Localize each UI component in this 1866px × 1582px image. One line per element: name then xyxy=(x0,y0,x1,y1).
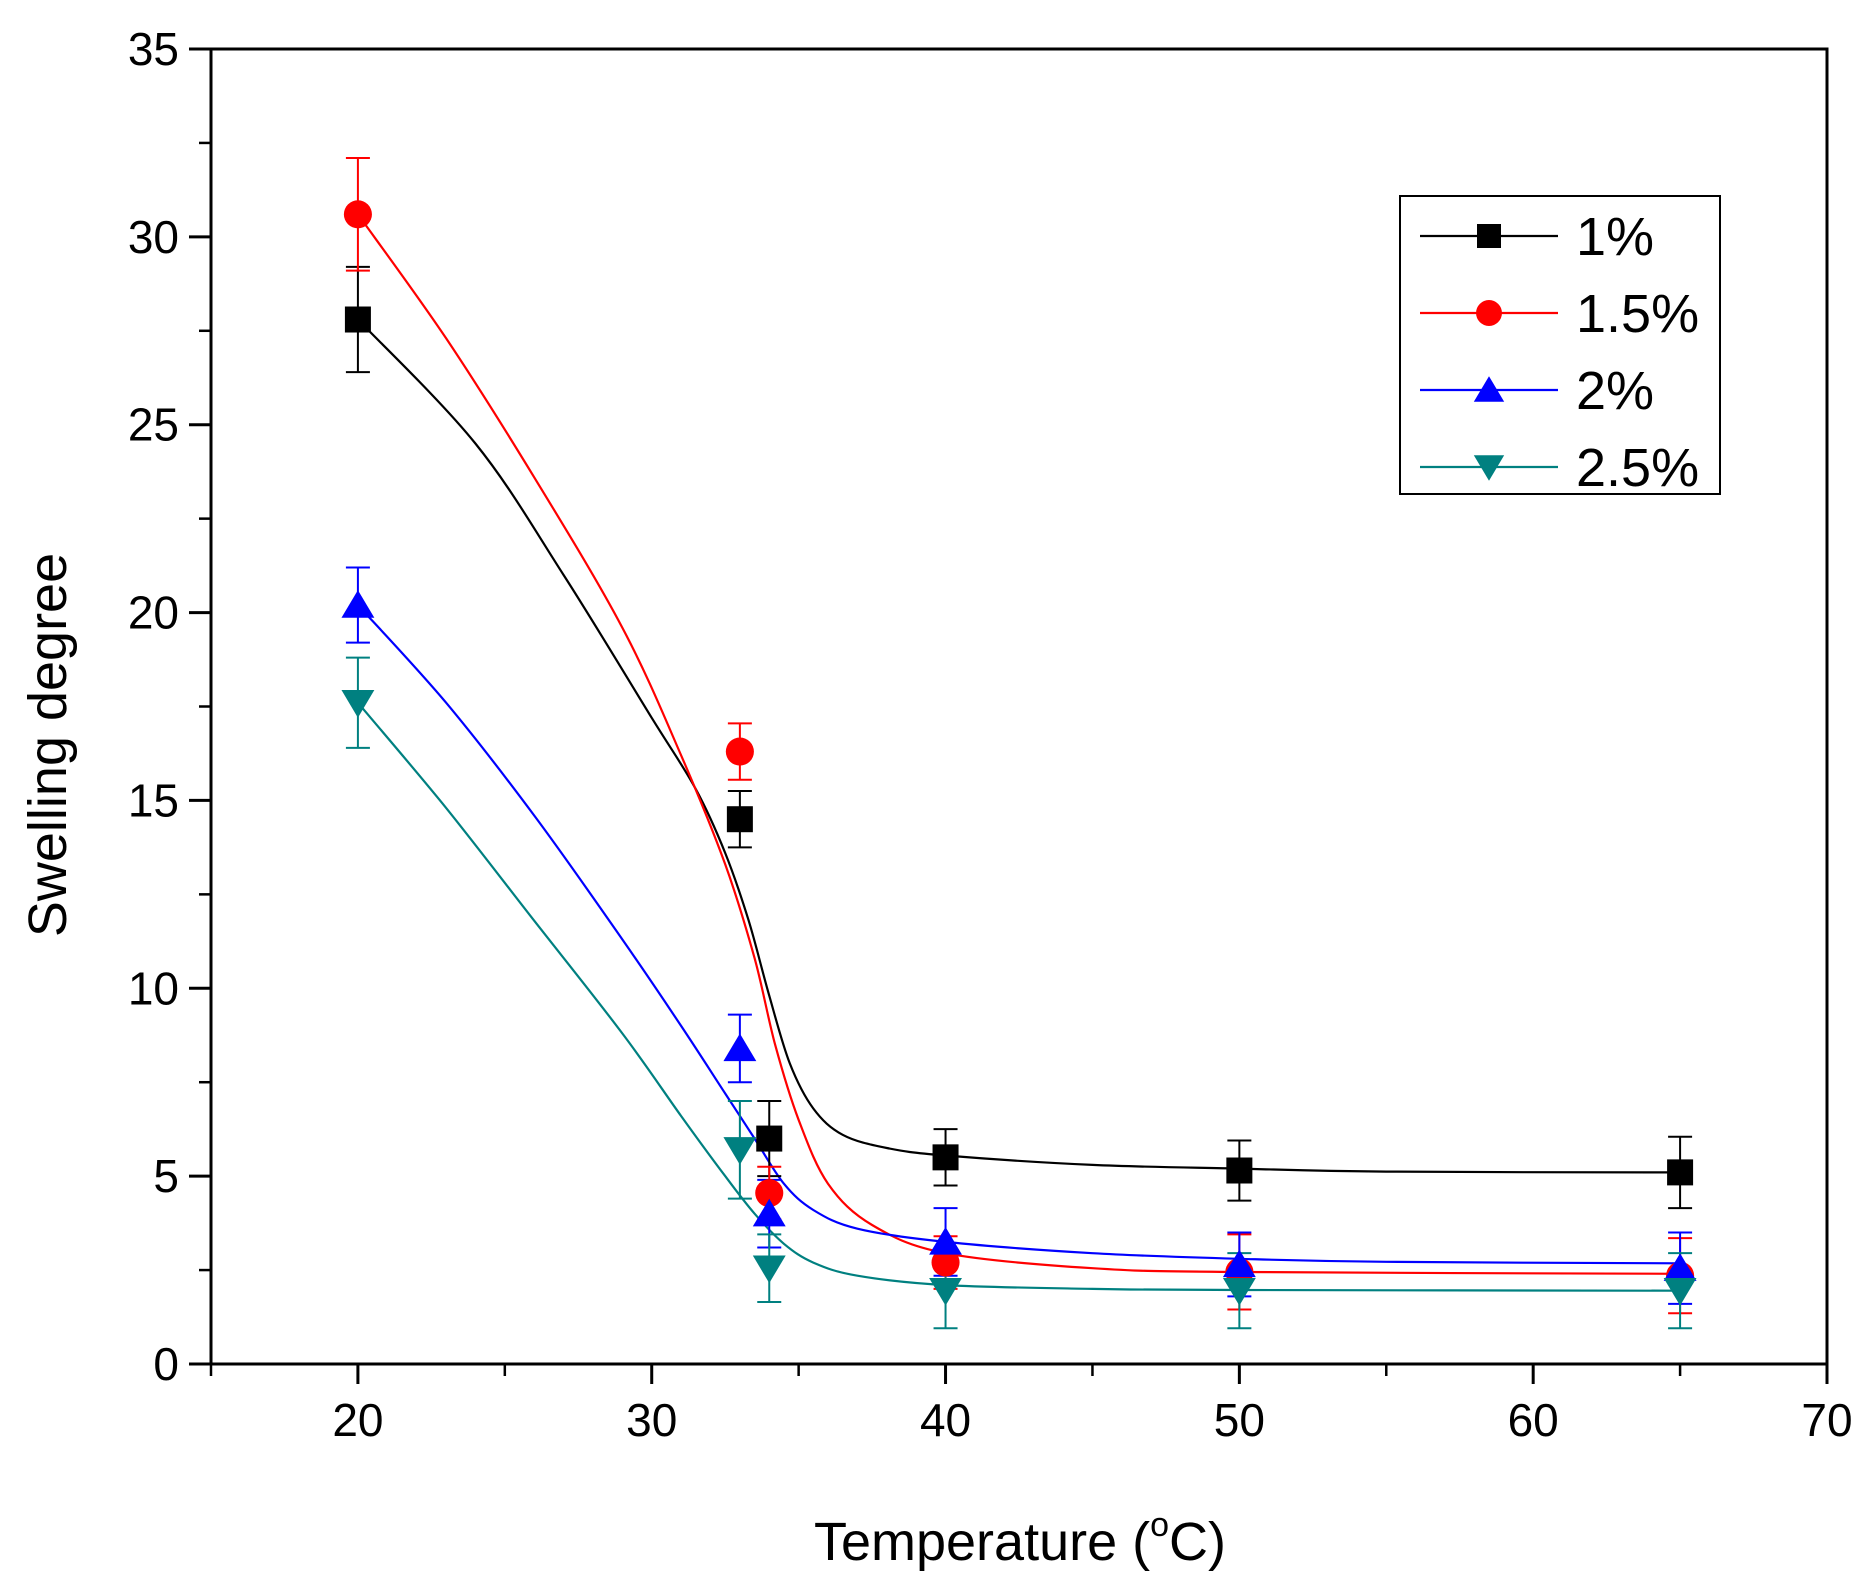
legend-marker-1-5pct xyxy=(1476,300,1502,326)
data-point-2pct xyxy=(1663,1253,1697,1281)
y-tick-label: 15 xyxy=(128,774,179,826)
x-tick-label: 70 xyxy=(1801,1394,1852,1446)
y-tick-label: 20 xyxy=(128,587,179,639)
x-tick-label: 40 xyxy=(920,1394,971,1446)
data-point-1pct xyxy=(1667,1159,1694,1186)
data-point-1pct xyxy=(726,806,753,833)
data-point-1pct xyxy=(1226,1157,1253,1184)
x-tick-label: 60 xyxy=(1508,1394,1559,1446)
y-tick-label: 5 xyxy=(153,1150,179,1202)
fit-curve-1-5pct xyxy=(357,213,1681,1275)
data-point-2-5pct xyxy=(341,690,375,718)
y-axis-title: Swelling degree xyxy=(18,553,78,937)
legend-items: 1% 1.5% 2% 2.5% xyxy=(1420,207,1699,498)
legend-label-2-5pct: 2.5% xyxy=(1576,438,1699,498)
x-axis-title: Temperature (oC) xyxy=(814,1506,1226,1572)
data-point-1pct xyxy=(756,1125,783,1152)
y-tick-label: 25 xyxy=(128,399,179,451)
data-point-1-5pct xyxy=(755,1179,784,1208)
data-point-2-5pct xyxy=(1663,1278,1697,1306)
fit-curve-2pct xyxy=(357,604,1681,1265)
data-point-2-5pct xyxy=(752,1255,786,1284)
markers-layer xyxy=(341,200,1697,1306)
x-tick-label: 50 xyxy=(1214,1394,1265,1446)
legend-box xyxy=(1399,195,1721,495)
x-tick-label: 20 xyxy=(332,1394,383,1446)
y-tick-label: 10 xyxy=(128,962,179,1014)
data-point-2-5pct xyxy=(1222,1278,1256,1306)
legend: 1% 1.5% 2% 2.5% xyxy=(1399,195,1721,498)
legend-label-2pct: 2% xyxy=(1576,361,1654,421)
data-point-1pct xyxy=(932,1144,959,1171)
legend-label-1pct: 1% xyxy=(1576,207,1654,267)
data-point-1-5pct xyxy=(931,1248,960,1277)
axes-layer xyxy=(189,47,1829,1384)
data-point-1pct xyxy=(344,306,371,333)
data-point-2pct xyxy=(752,1198,786,1227)
data-point-1-5pct xyxy=(725,737,754,766)
data-point-2-5pct xyxy=(929,1278,962,1306)
data-point-2-5pct xyxy=(723,1137,757,1165)
y-tick-label: 35 xyxy=(128,23,179,75)
fit-curve-2-5pct xyxy=(357,701,1681,1292)
legend-marker-2-5pct xyxy=(1473,455,1505,481)
legend-marker-2pct xyxy=(1473,376,1505,402)
y-tick-label: 30 xyxy=(128,211,179,263)
legend-marker-1pct xyxy=(1477,224,1501,248)
legend-label-1-5pct: 1.5% xyxy=(1576,284,1699,344)
y-tick-label: 0 xyxy=(153,1338,179,1390)
data-point-1-5pct xyxy=(343,200,372,229)
data-point-2pct xyxy=(723,1033,757,1062)
data-point-2pct xyxy=(929,1226,962,1255)
data-point-2pct xyxy=(1222,1249,1256,1278)
x-tick-label: 30 xyxy=(626,1394,677,1446)
tick-labels-layer: 0 5 10 15 20 25 30 35 20 30 40 50 60 70 xyxy=(128,23,1853,1446)
data-point-2pct xyxy=(341,590,375,618)
